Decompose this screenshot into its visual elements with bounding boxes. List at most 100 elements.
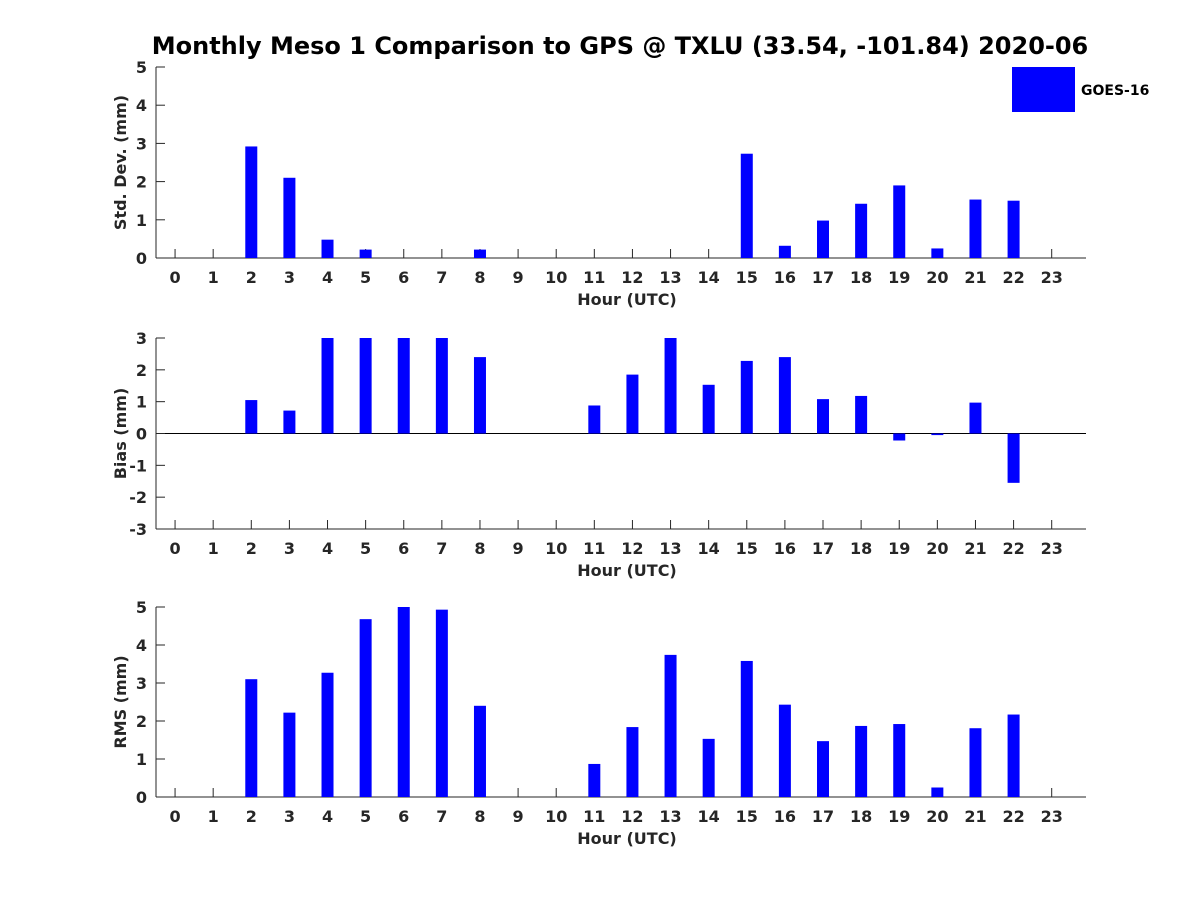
bias-bar-hour-19: [893, 433, 906, 441]
bias-xtick-label: 18: [850, 539, 872, 558]
rms-xtick-label: 14: [698, 807, 720, 826]
std-dev-xtick-label: 7: [436, 268, 447, 287]
std-dev-xtick-label: 16: [774, 268, 796, 287]
bias-xtick-label: 7: [436, 539, 447, 558]
bias-bar-hour-15: [740, 360, 753, 434]
rms-bar-hour-17: [817, 741, 830, 797]
std-dev-bar-hour-4: [321, 239, 334, 258]
rms-xtick-label: 8: [474, 807, 485, 826]
std-dev-xtick-label: 11: [583, 268, 605, 287]
rms-xtick-label: 23: [1041, 807, 1063, 826]
bias-ytick-label: 1: [136, 393, 147, 412]
std-dev-xtick-label: 13: [659, 268, 681, 287]
std-dev-xtick-label: 3: [284, 268, 295, 287]
figure-title: Monthly Meso 1 Comparison to GPS @ TXLU …: [152, 32, 1089, 60]
std-dev-ytick-label: 3: [136, 134, 147, 153]
rms-bar-hour-18: [855, 725, 868, 797]
bias-bar-hour-13: [664, 338, 677, 434]
std-dev-xtick-label: 23: [1041, 268, 1063, 287]
std-dev-bar-hour-3: [283, 177, 296, 258]
rms-xtick-label: 15: [736, 807, 758, 826]
rms-bar-hour-11: [588, 763, 601, 797]
rms-xtick-label: 9: [513, 807, 524, 826]
rms-bar-hour-16: [778, 704, 791, 797]
bias-xtick-label: 20: [926, 539, 948, 558]
std-dev-xtick-label: 9: [513, 268, 524, 287]
rms-xtick-label: 1: [208, 807, 219, 826]
bias-bar-hour-11: [588, 405, 601, 434]
std-dev-ytick-label: 0: [136, 249, 147, 268]
std-dev-xlabel: Hour (UTC): [577, 290, 677, 309]
bias-bar-hour-16: [778, 357, 791, 434]
rms-ylabel: RMS (mm): [111, 655, 130, 748]
std-dev-xtick-label: 18: [850, 268, 872, 287]
rms-bar-hour-21: [969, 728, 982, 797]
rms-bar-hour-22: [1007, 714, 1020, 797]
bias-xtick-label: 9: [513, 539, 524, 558]
bias-xlabel: Hour (UTC): [577, 561, 677, 580]
rms-bar-hour-20: [931, 787, 944, 797]
bias-bar-hour-21: [969, 402, 982, 434]
std-dev-xtick-label: 19: [888, 268, 910, 287]
bias-bar-hour-5: [359, 338, 372, 434]
rms-xtick-label: 13: [659, 807, 681, 826]
std-dev-bar-hour-15: [740, 153, 753, 258]
legend: GOES-16: [1012, 67, 1149, 112]
bias-ytick-label: -1: [129, 456, 147, 475]
bias-xtick-label: 12: [621, 539, 643, 558]
std-dev-xtick-label: 20: [926, 268, 948, 287]
bias-xtick-label: 14: [698, 539, 720, 558]
rms-xtick-label: 0: [169, 807, 180, 826]
legend-swatch: [1012, 67, 1075, 112]
rms-xtick-label: 20: [926, 807, 948, 826]
rms-xtick-label: 16: [774, 807, 796, 826]
rms-bar-hour-6: [397, 607, 410, 797]
rms-bar-hour-15: [740, 660, 753, 797]
bias-bar-hour-6: [397, 338, 410, 434]
bias-bar-hour-8: [473, 357, 486, 434]
bias-xtick-label: 6: [398, 539, 409, 558]
bias-ylabel: Bias (mm): [111, 388, 130, 480]
std-dev-bar-hour-18: [855, 203, 868, 258]
std-dev-xtick-label: 12: [621, 268, 643, 287]
std-dev-xtick-label: 1: [208, 268, 219, 287]
bias-xtick-label: 23: [1041, 539, 1063, 558]
rms-xtick-label: 19: [888, 807, 910, 826]
std-dev-xtick-label: 10: [545, 268, 567, 287]
bias-xtick-label: 3: [284, 539, 295, 558]
rms-bar-hour-5: [359, 619, 372, 797]
std-dev-ytick-label: 1: [136, 211, 147, 230]
rms-bar-hour-3: [283, 712, 296, 797]
rms-bar-hour-4: [321, 672, 334, 797]
rms-bar-hour-2: [245, 679, 258, 797]
rms-bar-hour-14: [702, 738, 715, 797]
bias-bar-hour-22: [1007, 433, 1020, 483]
bias-xtick-label: 11: [583, 539, 605, 558]
bias-xtick-label: 4: [322, 539, 333, 558]
std-dev-xtick-label: 2: [246, 268, 257, 287]
std-dev-bar-hour-17: [817, 220, 830, 258]
bias-xtick-label: 16: [774, 539, 796, 558]
bias-xtick-label: 13: [659, 539, 681, 558]
std-dev-xtick-label: 5: [360, 268, 371, 287]
std-dev-xtick-label: 17: [812, 268, 834, 287]
std-dev-ytick-label: 4: [136, 96, 147, 115]
rms-xtick-label: 21: [964, 807, 986, 826]
std-dev-xtick-label: 0: [169, 268, 180, 287]
bias-xtick-label: 0: [169, 539, 180, 558]
rms-ytick-label: 4: [136, 636, 147, 655]
std-dev-xtick-label: 8: [474, 268, 485, 287]
bias-xtick-label: 15: [736, 539, 758, 558]
std-dev-xtick-label: 21: [964, 268, 986, 287]
rms-ytick-label: 5: [136, 598, 147, 617]
rms-ytick-label: 1: [136, 750, 147, 769]
bias-bar-hour-3: [283, 410, 296, 434]
std-dev-xtick-label: 22: [1002, 268, 1024, 287]
std-dev-xtick-label: 6: [398, 268, 409, 287]
bias-ytick-label: -3: [129, 520, 147, 539]
rms-xlabel: Hour (UTC): [577, 829, 677, 848]
rms-xtick-label: 18: [850, 807, 872, 826]
